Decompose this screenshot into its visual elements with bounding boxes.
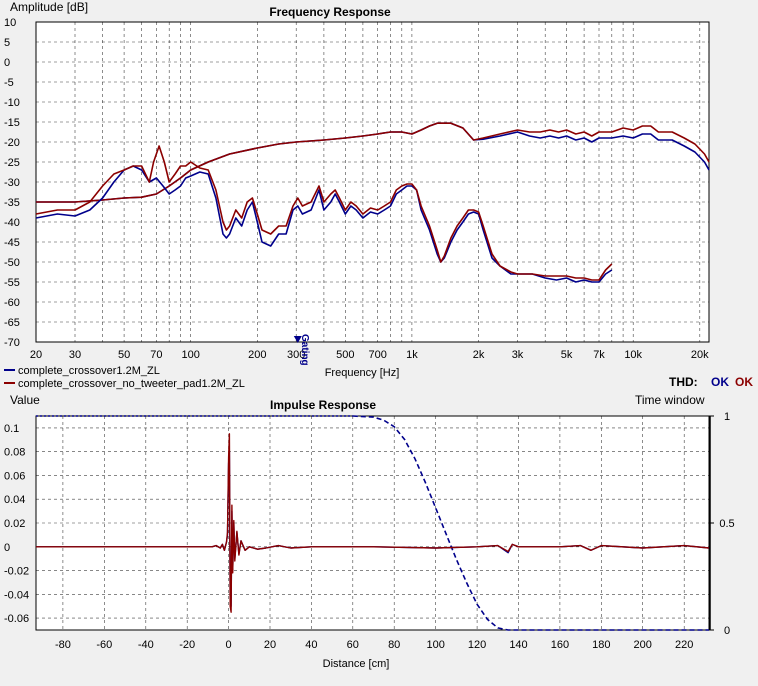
- fr-title: Frequency Response: [269, 5, 391, 19]
- ir-x-tick-label: 180: [592, 639, 610, 651]
- fr-y-tick-label: 10: [4, 17, 16, 29]
- ir-x-tick-label: 60: [347, 639, 359, 651]
- thd-status: THD: OK OK: [669, 375, 753, 389]
- fr-y-tick-label: -50: [4, 257, 20, 269]
- ir-x-tick-label: 160: [551, 639, 569, 651]
- impulse-response-plot: -80 -60 -40 -20 0 20 40 60 80 100 120 140 160 180 200 2…: [4, 411, 735, 651]
- fr-y-tick-label: -25: [4, 157, 20, 169]
- fr-y-tick-label: 5: [4, 37, 10, 49]
- frequency-response-plot: 1050-5-10-15-20-25-30-35-40-45-50-55-60-…: [4, 17, 710, 366]
- gating-label: Gating: [299, 334, 310, 366]
- ir-x-tick-label: -80: [55, 639, 71, 651]
- ir-y2label: Time window: [635, 393, 705, 407]
- ir-y2-tick-label: 0.5: [719, 518, 734, 530]
- fr-xlabel: Frequency [Hz]: [325, 367, 400, 379]
- ir-y-tick-label: 0.1: [4, 423, 19, 435]
- fr-series-thd-blue: [35, 165, 613, 283]
- fr-y-tick-label: -70: [4, 337, 20, 349]
- ir-y-tick-label: 0.04: [4, 494, 25, 506]
- fr-x-tick-label: 1k: [406, 349, 418, 361]
- fr-y-tick-label: -65: [4, 317, 20, 329]
- ir-x-tick-label: 100: [427, 639, 445, 651]
- fr-series-response-red: [36, 122, 710, 203]
- fr-x-tick-label: 10k: [624, 349, 642, 361]
- fr-y-tick-label: -60: [4, 297, 20, 309]
- fr-y-tick-label: -5: [4, 77, 14, 89]
- legend-label-2: complete_crossover_no_tweeter_pad1.2M_ZL: [18, 378, 245, 390]
- ir-series-red: [36, 433, 710, 613]
- ir-y-tick-label: 0: [4, 542, 10, 554]
- ir-ylabel: Value: [10, 393, 40, 407]
- ir-y-tick-label: 0.02: [4, 518, 25, 530]
- fr-y-tick-label: -35: [4, 197, 20, 209]
- ir-x-tick-label: -60: [96, 639, 112, 651]
- fr-x-tick-label: 2k: [473, 349, 485, 361]
- fr-x-tick-label: 20k: [691, 349, 709, 361]
- ir-title: Impulse Response: [270, 398, 376, 412]
- fr-x-tick-label: 300: [287, 349, 305, 361]
- legend: complete_crossover1.2M_ZL complete_cross…: [4, 365, 245, 390]
- fr-y-tick-label: -20: [4, 137, 20, 149]
- fr-y-tick-label: -10: [4, 97, 20, 109]
- ir-x-tick-label: 40: [305, 639, 317, 651]
- fr-x-tick-label: 70: [150, 349, 162, 361]
- fr-x-tick-label: 3k: [512, 349, 524, 361]
- ir-x-tick-label: 20: [264, 639, 276, 651]
- time-window-taper: [352, 415, 709, 631]
- fr-ylabel: Amplitude [dB]: [10, 0, 88, 14]
- ir-y-tick-label: 0.08: [4, 447, 25, 459]
- fr-x-tick-label: 20: [30, 349, 42, 361]
- ir-x-tick-label: -20: [179, 639, 195, 651]
- thd-ok-red: OK: [735, 375, 753, 389]
- fr-y-tick-label: -15: [4, 117, 20, 129]
- fr-y-tick-label: -55: [4, 277, 20, 289]
- ir-x-tick-label: 220: [675, 639, 693, 651]
- fr-y-tick-label: -40: [4, 217, 20, 229]
- ir-y-tick-label: -0.02: [4, 566, 29, 578]
- fr-x-tick-label: 7k: [593, 349, 605, 361]
- fr-x-tick-label: 30: [69, 349, 81, 361]
- thd-label: THD:: [669, 375, 698, 389]
- ir-x-tick-label: 0: [226, 639, 232, 651]
- fr-x-tick-label: 200: [248, 349, 266, 361]
- fr-y-tick-label: 0: [4, 57, 10, 69]
- ir-x-tick-label: 120: [468, 639, 486, 651]
- fr-x-tick-label: 5k: [561, 349, 573, 361]
- ir-y-tick-label: 0.06: [4, 470, 25, 482]
- gating-marker: [293, 336, 302, 343]
- ir-y2-tick-label: 1: [724, 411, 730, 423]
- ir-plot-frame: [35, 415, 710, 631]
- ir-x-tick-label: 140: [509, 639, 527, 651]
- ir-xlabel: Distance [cm]: [323, 658, 390, 670]
- fr-series-thd-red: [35, 145, 613, 281]
- fr-x-tick-label: 700: [369, 349, 387, 361]
- ir-x-tick-label: 200: [634, 639, 652, 651]
- legend-label-1: complete_crossover1.2M_ZL: [18, 365, 160, 377]
- fr-x-tick-label: 50: [118, 349, 130, 361]
- fr-x-tick-label: 100: [182, 349, 200, 361]
- fr-y-tick-label: -30: [4, 177, 20, 189]
- ir-x-tick-label: -40: [138, 639, 154, 651]
- fr-plot-frame: [35, 21, 710, 343]
- ir-y-tick-label: -0.06: [4, 613, 29, 625]
- ir-y-tick-label: -0.04: [4, 589, 29, 601]
- fr-y-tick-label: -45: [4, 237, 20, 249]
- ir-y2-tick-label: 0: [724, 625, 730, 637]
- ir-x-tick-label: 80: [388, 639, 400, 651]
- thd-ok-blue: OK: [711, 375, 729, 389]
- fr-x-tick-label: 500: [336, 349, 354, 361]
